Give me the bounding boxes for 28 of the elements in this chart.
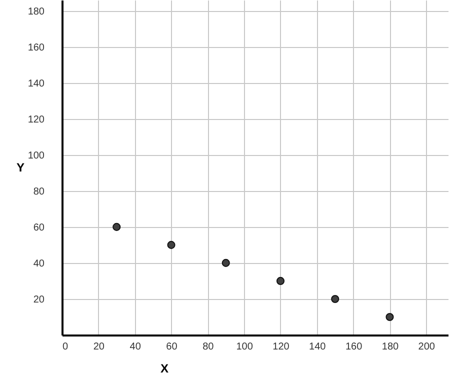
x-axis-title: X xyxy=(160,362,169,376)
point xyxy=(276,276,285,285)
point xyxy=(112,222,121,231)
y-tick-label: 140 xyxy=(28,78,45,90)
x-tick-label: 80 xyxy=(202,342,214,352)
x-tick-label: 200 xyxy=(418,342,436,352)
y-tick-label: 60 xyxy=(33,222,45,234)
x-tick-label: 40 xyxy=(130,342,142,352)
x-tick-label: 180 xyxy=(382,342,400,352)
y-tick-label: 180 xyxy=(28,6,45,18)
y-axis-title: Y xyxy=(16,160,25,174)
y-tick-label: 120 xyxy=(28,114,45,126)
x-tick-label: 60 xyxy=(166,342,178,352)
point xyxy=(386,312,394,322)
x-tick-label: 120 xyxy=(272,342,290,352)
x-tick-label: 160 xyxy=(345,342,363,352)
x-tick-label: 0 xyxy=(62,342,68,352)
point xyxy=(222,258,230,267)
y-tick-label: 20 xyxy=(33,294,45,306)
y-tick-label: 40 xyxy=(33,258,45,270)
point xyxy=(331,294,340,304)
y-tick-label: 100 xyxy=(28,150,45,162)
y-tick-label: 160 xyxy=(28,42,45,54)
x-tick-label: 100 xyxy=(236,342,254,352)
point xyxy=(167,240,176,249)
y-tick-label: 80 xyxy=(33,186,45,198)
x-tick-label: 20 xyxy=(93,342,105,352)
x-tick-label: 140 xyxy=(309,342,326,352)
